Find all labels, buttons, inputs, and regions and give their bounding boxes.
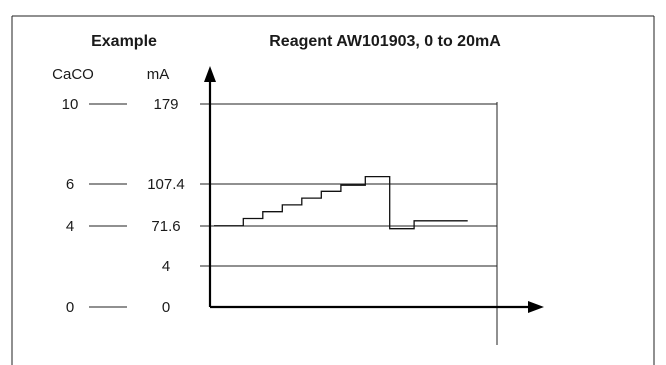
example-label: Example bbox=[91, 33, 157, 50]
ma-label: 107.4 bbox=[147, 176, 185, 193]
y-axis-arrow bbox=[204, 66, 216, 82]
right-axis-header: mA bbox=[147, 66, 170, 83]
caco-label: 10 bbox=[62, 96, 79, 113]
caco-label: 4 bbox=[66, 218, 74, 235]
row-labels: 10 179 6 107.4 4 71.6 4 0 0 bbox=[62, 96, 185, 316]
ma-label: 71.6 bbox=[151, 218, 180, 235]
chart-title: Reagent AW101903, 0 to 20mA bbox=[269, 33, 501, 50]
x-axis-arrow bbox=[528, 301, 544, 313]
caco-label: 0 bbox=[66, 299, 74, 316]
ma-label: 179 bbox=[153, 96, 178, 113]
left-axis-header: CaCO bbox=[52, 66, 94, 83]
ma-label: 4 bbox=[162, 258, 170, 275]
caco-label: 6 bbox=[66, 176, 74, 193]
ma-label: 0 bbox=[162, 299, 170, 316]
series-line bbox=[214, 175, 468, 230]
gridlines bbox=[200, 103, 497, 267]
